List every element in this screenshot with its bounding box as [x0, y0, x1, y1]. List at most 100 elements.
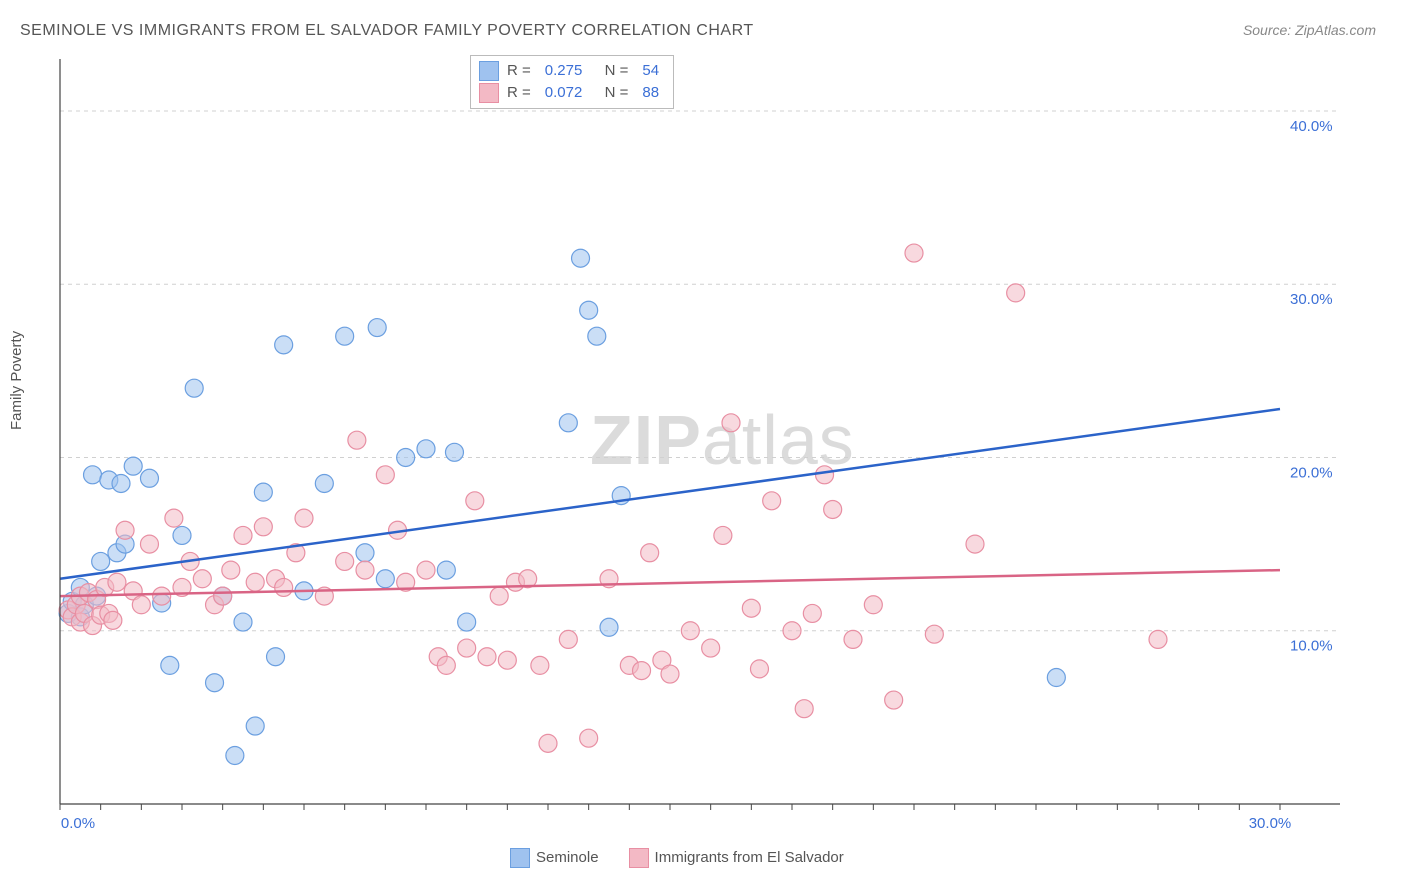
data-point: [193, 570, 211, 588]
data-point: [539, 734, 557, 752]
data-point: [714, 526, 732, 544]
data-point: [478, 648, 496, 666]
data-point: [222, 561, 240, 579]
data-point: [966, 535, 984, 553]
data-point: [206, 674, 224, 692]
data-point: [445, 443, 463, 461]
data-point: [1149, 630, 1167, 648]
legend-n-label: N =: [596, 60, 628, 82]
data-point: [437, 656, 455, 674]
y-axis-title: Family Poverty: [8, 331, 25, 430]
data-point: [226, 746, 244, 764]
source-label: Source: ZipAtlas.com: [1243, 22, 1376, 38]
data-point: [246, 573, 264, 591]
legend-item: Seminole: [510, 848, 599, 868]
data-point: [864, 596, 882, 614]
data-point: [336, 552, 354, 570]
data-point: [246, 717, 264, 735]
legend-row: R = 0.275 N = 54: [479, 60, 665, 82]
legend-n-value: 88: [636, 82, 665, 104]
data-point: [185, 379, 203, 397]
data-point: [1047, 669, 1065, 687]
data-point: [702, 639, 720, 657]
data-point: [356, 544, 374, 562]
data-point: [254, 483, 272, 501]
legend-label: Immigrants from El Salvador: [655, 849, 844, 866]
data-point: [214, 587, 232, 605]
legend-swatch: [479, 61, 499, 81]
trend-line: [60, 570, 1280, 596]
chart-container: SEMINOLE VS IMMIGRANTS FROM EL SALVADOR …: [0, 0, 1406, 892]
data-point: [275, 336, 293, 354]
data-point: [844, 630, 862, 648]
data-point: [92, 552, 110, 570]
legend-n-value: 54: [636, 60, 665, 82]
data-point: [1007, 284, 1025, 302]
data-point: [234, 526, 252, 544]
data-point: [633, 662, 651, 680]
legend-r-label: R =: [507, 82, 531, 104]
data-point: [458, 639, 476, 657]
x-tick-label: 30.0%: [1249, 815, 1292, 832]
data-point: [580, 301, 598, 319]
legend-r-value: 0.275: [539, 60, 589, 82]
data-point: [490, 587, 508, 605]
y-tick-label: 30.0%: [1290, 291, 1333, 308]
data-point: [254, 518, 272, 536]
data-point: [795, 700, 813, 718]
data-point: [356, 561, 374, 579]
data-point: [336, 327, 354, 345]
legend-r-label: R =: [507, 60, 531, 82]
legend-swatch: [629, 848, 649, 868]
data-point: [267, 648, 285, 666]
data-point: [397, 448, 415, 466]
data-point: [140, 535, 158, 553]
data-point: [104, 611, 122, 629]
data-point: [108, 573, 126, 591]
data-point: [559, 630, 577, 648]
data-point: [368, 319, 386, 337]
data-point: [417, 561, 435, 579]
legend-r-value: 0.072: [539, 82, 589, 104]
data-point: [905, 244, 923, 262]
data-point: [600, 618, 618, 636]
data-point: [559, 414, 577, 432]
data-point: [641, 544, 659, 562]
data-point: [803, 604, 821, 622]
data-point: [275, 578, 293, 596]
legend-item: Immigrants from El Salvador: [629, 848, 844, 868]
data-point: [417, 440, 435, 458]
data-point: [376, 570, 394, 588]
data-point: [315, 474, 333, 492]
data-point: [376, 466, 394, 484]
data-point: [498, 651, 516, 669]
data-point: [84, 466, 102, 484]
data-point: [588, 327, 606, 345]
legend-swatch: [479, 83, 499, 103]
data-point: [124, 457, 142, 475]
data-point: [466, 492, 484, 510]
data-point: [161, 656, 179, 674]
data-point: [824, 500, 842, 518]
data-point: [681, 622, 699, 640]
legend-correlation: R = 0.275 N = 54R = 0.072 N = 88: [470, 55, 674, 109]
legend-row: R =0.072 N =88: [479, 82, 665, 104]
data-point: [763, 492, 781, 510]
data-point: [112, 474, 130, 492]
data-point: [750, 660, 768, 678]
data-point: [437, 561, 455, 579]
chart-title: SEMINOLE VS IMMIGRANTS FROM EL SALVADOR …: [20, 22, 754, 40]
data-point: [132, 596, 150, 614]
y-tick-label: 40.0%: [1290, 118, 1333, 135]
legend-swatch: [510, 848, 530, 868]
data-point: [722, 414, 740, 432]
scatter-plot: 10.0%20.0%30.0%40.0%0.0%30.0%: [50, 54, 1360, 834]
legend-series: Seminole Immigrants from El Salvador: [510, 848, 844, 868]
data-point: [531, 656, 549, 674]
data-point: [572, 249, 590, 267]
data-point: [885, 691, 903, 709]
data-point: [580, 729, 598, 747]
data-point: [234, 613, 252, 631]
data-point: [742, 599, 760, 617]
data-point: [458, 613, 476, 631]
